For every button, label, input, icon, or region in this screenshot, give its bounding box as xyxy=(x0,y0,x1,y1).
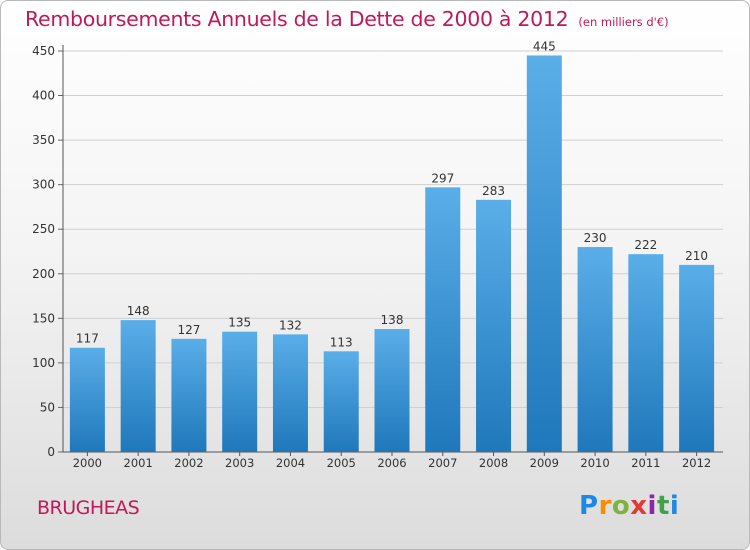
bar-2000 xyxy=(69,347,105,452)
data-label-2011: 222 xyxy=(634,238,657,252)
bar-2003 xyxy=(222,331,258,452)
x-tick-label-2011: 2011 xyxy=(631,456,660,470)
data-label-2009: 445 xyxy=(533,39,556,53)
data-label-2005: 113 xyxy=(330,335,353,349)
bar-2006 xyxy=(374,329,410,452)
x-tick-label-2002: 2002 xyxy=(174,456,203,470)
bar-2012 xyxy=(679,264,715,452)
bar-2001 xyxy=(120,320,156,452)
x-tick-label-2010: 2010 xyxy=(580,456,609,470)
bar-2007 xyxy=(425,187,461,452)
data-label-2004: 132 xyxy=(279,318,302,332)
x-tick-label-2000: 2000 xyxy=(73,456,102,470)
bar-2002 xyxy=(171,338,207,452)
x-tick-label-2006: 2006 xyxy=(377,456,406,470)
x-tick-label-2003: 2003 xyxy=(225,456,254,470)
data-label-2007: 297 xyxy=(431,171,454,185)
bar-2004 xyxy=(272,334,308,452)
data-label-2003: 135 xyxy=(228,316,251,330)
x-tick-label-2004: 2004 xyxy=(276,456,305,470)
x-tick-label-2007: 2007 xyxy=(428,456,457,470)
data-label-2010: 230 xyxy=(584,231,607,245)
bar-2010 xyxy=(577,247,613,452)
y-tick-label: 50 xyxy=(40,400,55,414)
y-tick-label: 350 xyxy=(32,133,55,147)
proxiti-logo: Proxiti xyxy=(579,491,680,521)
chart-title: Remboursements Annuels de la Dette de 20… xyxy=(25,7,669,31)
commune-name: BRUGHEAS xyxy=(37,497,140,519)
x-tick-label-2008: 2008 xyxy=(479,456,508,470)
y-tick-label: 250 xyxy=(32,222,55,236)
unit-note: (en milliers d'€) xyxy=(578,15,669,29)
bar-2005 xyxy=(323,351,359,452)
x-tick-label-2001: 2001 xyxy=(124,456,153,470)
data-label-2000: 117 xyxy=(76,332,99,346)
y-tick-label: 450 xyxy=(32,44,55,58)
y-tick-label: 150 xyxy=(32,311,55,325)
data-label-2006: 138 xyxy=(381,313,404,327)
y-tick-label: 200 xyxy=(32,267,55,281)
bar-2009 xyxy=(526,55,562,452)
x-tick-label-2005: 2005 xyxy=(327,456,356,470)
data-label-2002: 127 xyxy=(177,323,200,337)
y-tick-label: 100 xyxy=(32,356,55,370)
bar-2011 xyxy=(628,254,664,452)
y-tick-label: 0 xyxy=(47,445,55,459)
bar-2008 xyxy=(476,199,512,452)
data-label-2012: 210 xyxy=(685,249,708,263)
data-label-2008: 283 xyxy=(482,184,505,198)
x-tick-label-2012: 2012 xyxy=(682,456,711,470)
chart-title-text: Remboursements Annuels de la Dette de 20… xyxy=(25,7,569,31)
data-label-2001: 148 xyxy=(127,304,150,318)
y-tick-label: 400 xyxy=(32,89,55,103)
x-tick-label-2009: 2009 xyxy=(530,456,559,470)
y-tick-label: 300 xyxy=(32,178,55,192)
